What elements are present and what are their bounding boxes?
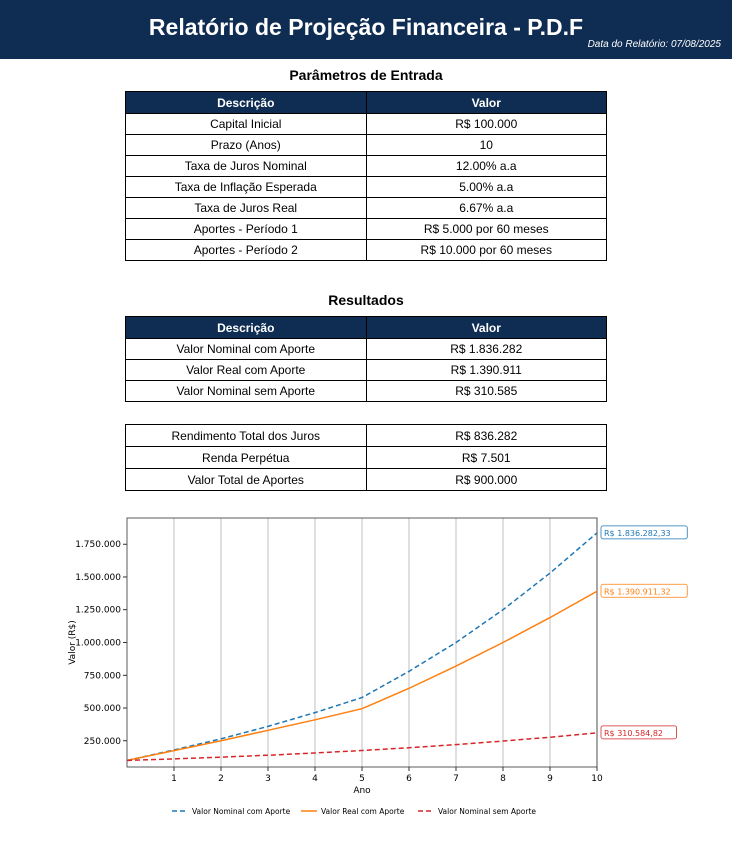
row-value: R$ 5.000 por 60 meses (365, 218, 607, 240)
row-description: Rendimento Total dos Juros (125, 424, 367, 447)
y-tick-label: 1.250.000 (75, 606, 121, 616)
row-value: R$ 900.000 (365, 468, 607, 491)
legend-label: Valor Nominal sem Aporte (438, 807, 536, 816)
end-value-label: R$ 1.836.282,33 (604, 529, 671, 538)
row-description: Taxa de Juros Real (125, 197, 367, 219)
table-row: Valor Total de Aportes R$ 900.000 (125, 468, 607, 491)
plot-frame (126, 517, 598, 768)
table-row: Taxa de Inflação Esperada 5.00% a.a (125, 176, 607, 198)
row-value: R$ 1.390.911 (365, 359, 607, 381)
table-row: Aportes - Período 2 R$ 10.000 por 60 mese… (125, 239, 607, 261)
inputs-table: Descrição Valor Capital Inicial R$ 100.00… (125, 91, 607, 261)
legend-label: Valor Nominal com Aporte (192, 807, 291, 816)
results-table: Descrição Valor Valor Nominal com Aporte… (125, 316, 607, 402)
x-axis-label: Ano (353, 786, 371, 796)
row-value: 6.67% a.a (365, 197, 607, 219)
summary-table: Rendimento Total dos Juros R$ 836.282 Rend… (125, 424, 607, 491)
legend-label: Valor Real com Aporte (321, 807, 405, 816)
x-tick-label: 3 (265, 774, 271, 784)
table-row: Rendimento Total dos Juros R$ 836.282 (125, 424, 607, 447)
row-description: Capital Inicial (125, 113, 367, 135)
x-tick-label: 10 (591, 774, 603, 784)
y-tick-label: 750.000 (84, 671, 121, 681)
end-value-label: R$ 1.390.911,32 (604, 587, 671, 596)
end-value-label: R$ 310.584,82 (604, 729, 663, 738)
row-description: Valor Real com Aporte (125, 359, 367, 381)
row-value: R$ 310.585 (365, 380, 607, 402)
row-description: Valor Nominal com Aporte (125, 338, 367, 360)
x-tick-label: 5 (359, 774, 365, 784)
column-header-description: Descrição (125, 316, 367, 339)
row-value: R$ 100.000 (365, 113, 607, 135)
inputs-header-row: Descrição Valor (125, 91, 607, 114)
x-tick-label: 4 (312, 774, 318, 784)
table-row: Taxa de Juros Real 6.67% a.a (125, 197, 607, 219)
column-header-description: Descrição (125, 91, 367, 114)
table-row: Capital Inicial R$ 100.000 (125, 113, 607, 135)
column-header-value: Valor (365, 316, 607, 339)
row-description: Renda Perpétua (125, 446, 367, 469)
table-row: Prazo (Anos) 10 (125, 134, 607, 156)
row-description: Aportes - Período 1 (125, 218, 367, 240)
report-header: Relatório de Projeção Financeira - P.D.F… (0, 0, 732, 59)
x-tick-label: 2 (218, 774, 224, 784)
y-tick-label: 1.500.000 (75, 573, 121, 583)
end-value-box (600, 725, 677, 740)
x-tick-label: 6 (406, 774, 412, 784)
table-row: Renda Perpétua R$ 7.501 (125, 446, 607, 469)
x-tick-label: 7 (453, 774, 459, 784)
results-header-row: Descrição Valor (125, 316, 607, 339)
row-description: Aportes - Período 2 (125, 239, 367, 261)
table-row: Valor Nominal com Aporte R$ 1.836.282 (125, 338, 607, 360)
row-value: R$ 1.836.282 (365, 338, 607, 360)
row-description: Taxa de Juros Nominal (125, 155, 367, 177)
series-line-3 (126, 732, 598, 762)
x-tick-label: 8 (500, 774, 506, 784)
end-value-box (600, 583, 688, 598)
y-axis-label: Valor (R$) (68, 620, 78, 665)
row-value: 5.00% a.a (365, 176, 607, 198)
table-row: Aportes - Período 1 R$ 5.000 por 60 meses (125, 218, 607, 240)
row-value: R$ 836.282 (365, 424, 607, 447)
report-title: Relatório de Projeção Financeira - P.D.F (148, 14, 584, 40)
y-tick-label: 500.000 (84, 704, 121, 714)
series-line-1 (126, 532, 598, 762)
row-description: Prazo (Anos) (125, 134, 367, 156)
table-row: Taxa de Juros Nominal 12.00% a.a (125, 155, 607, 177)
row-value: 12.00% a.a (365, 155, 607, 177)
projection-chart: 1 2 3 4 5 6 7 8 9 10 250.000 500.000 750.000 1.000.00… (68, 517, 688, 816)
row-description: Valor Total de Aportes (125, 468, 367, 491)
table-row: Valor Real com Aporte R$ 1.390.911 (125, 359, 607, 381)
results-section-title: Resultados (328, 292, 404, 308)
table-row: Valor Nominal sem Aporte R$ 310.585 (125, 380, 607, 402)
row-description: Taxa de Inflação Esperada (125, 176, 367, 198)
x-tick-label: 9 (547, 774, 553, 784)
y-tick-label: 250.000 (84, 737, 121, 747)
series-line-2 (126, 590, 598, 762)
report-date: Data do Relatório: 07/08/2025 (587, 39, 721, 50)
y-tick-label: 1.000.000 (75, 639, 121, 649)
row-value: R$ 10.000 por 60 meses (365, 239, 607, 261)
x-tick-label: 1 (171, 774, 177, 784)
row-description: Valor Nominal sem Aporte (125, 380, 367, 402)
end-value-box (600, 525, 688, 540)
row-value: R$ 7.501 (365, 446, 607, 469)
column-header-value: Valor (365, 91, 607, 114)
inputs-section-title: Parâmetros de Entrada (289, 67, 443, 83)
row-value: 10 (365, 134, 607, 156)
y-tick-label: 1.750.000 (75, 540, 121, 550)
